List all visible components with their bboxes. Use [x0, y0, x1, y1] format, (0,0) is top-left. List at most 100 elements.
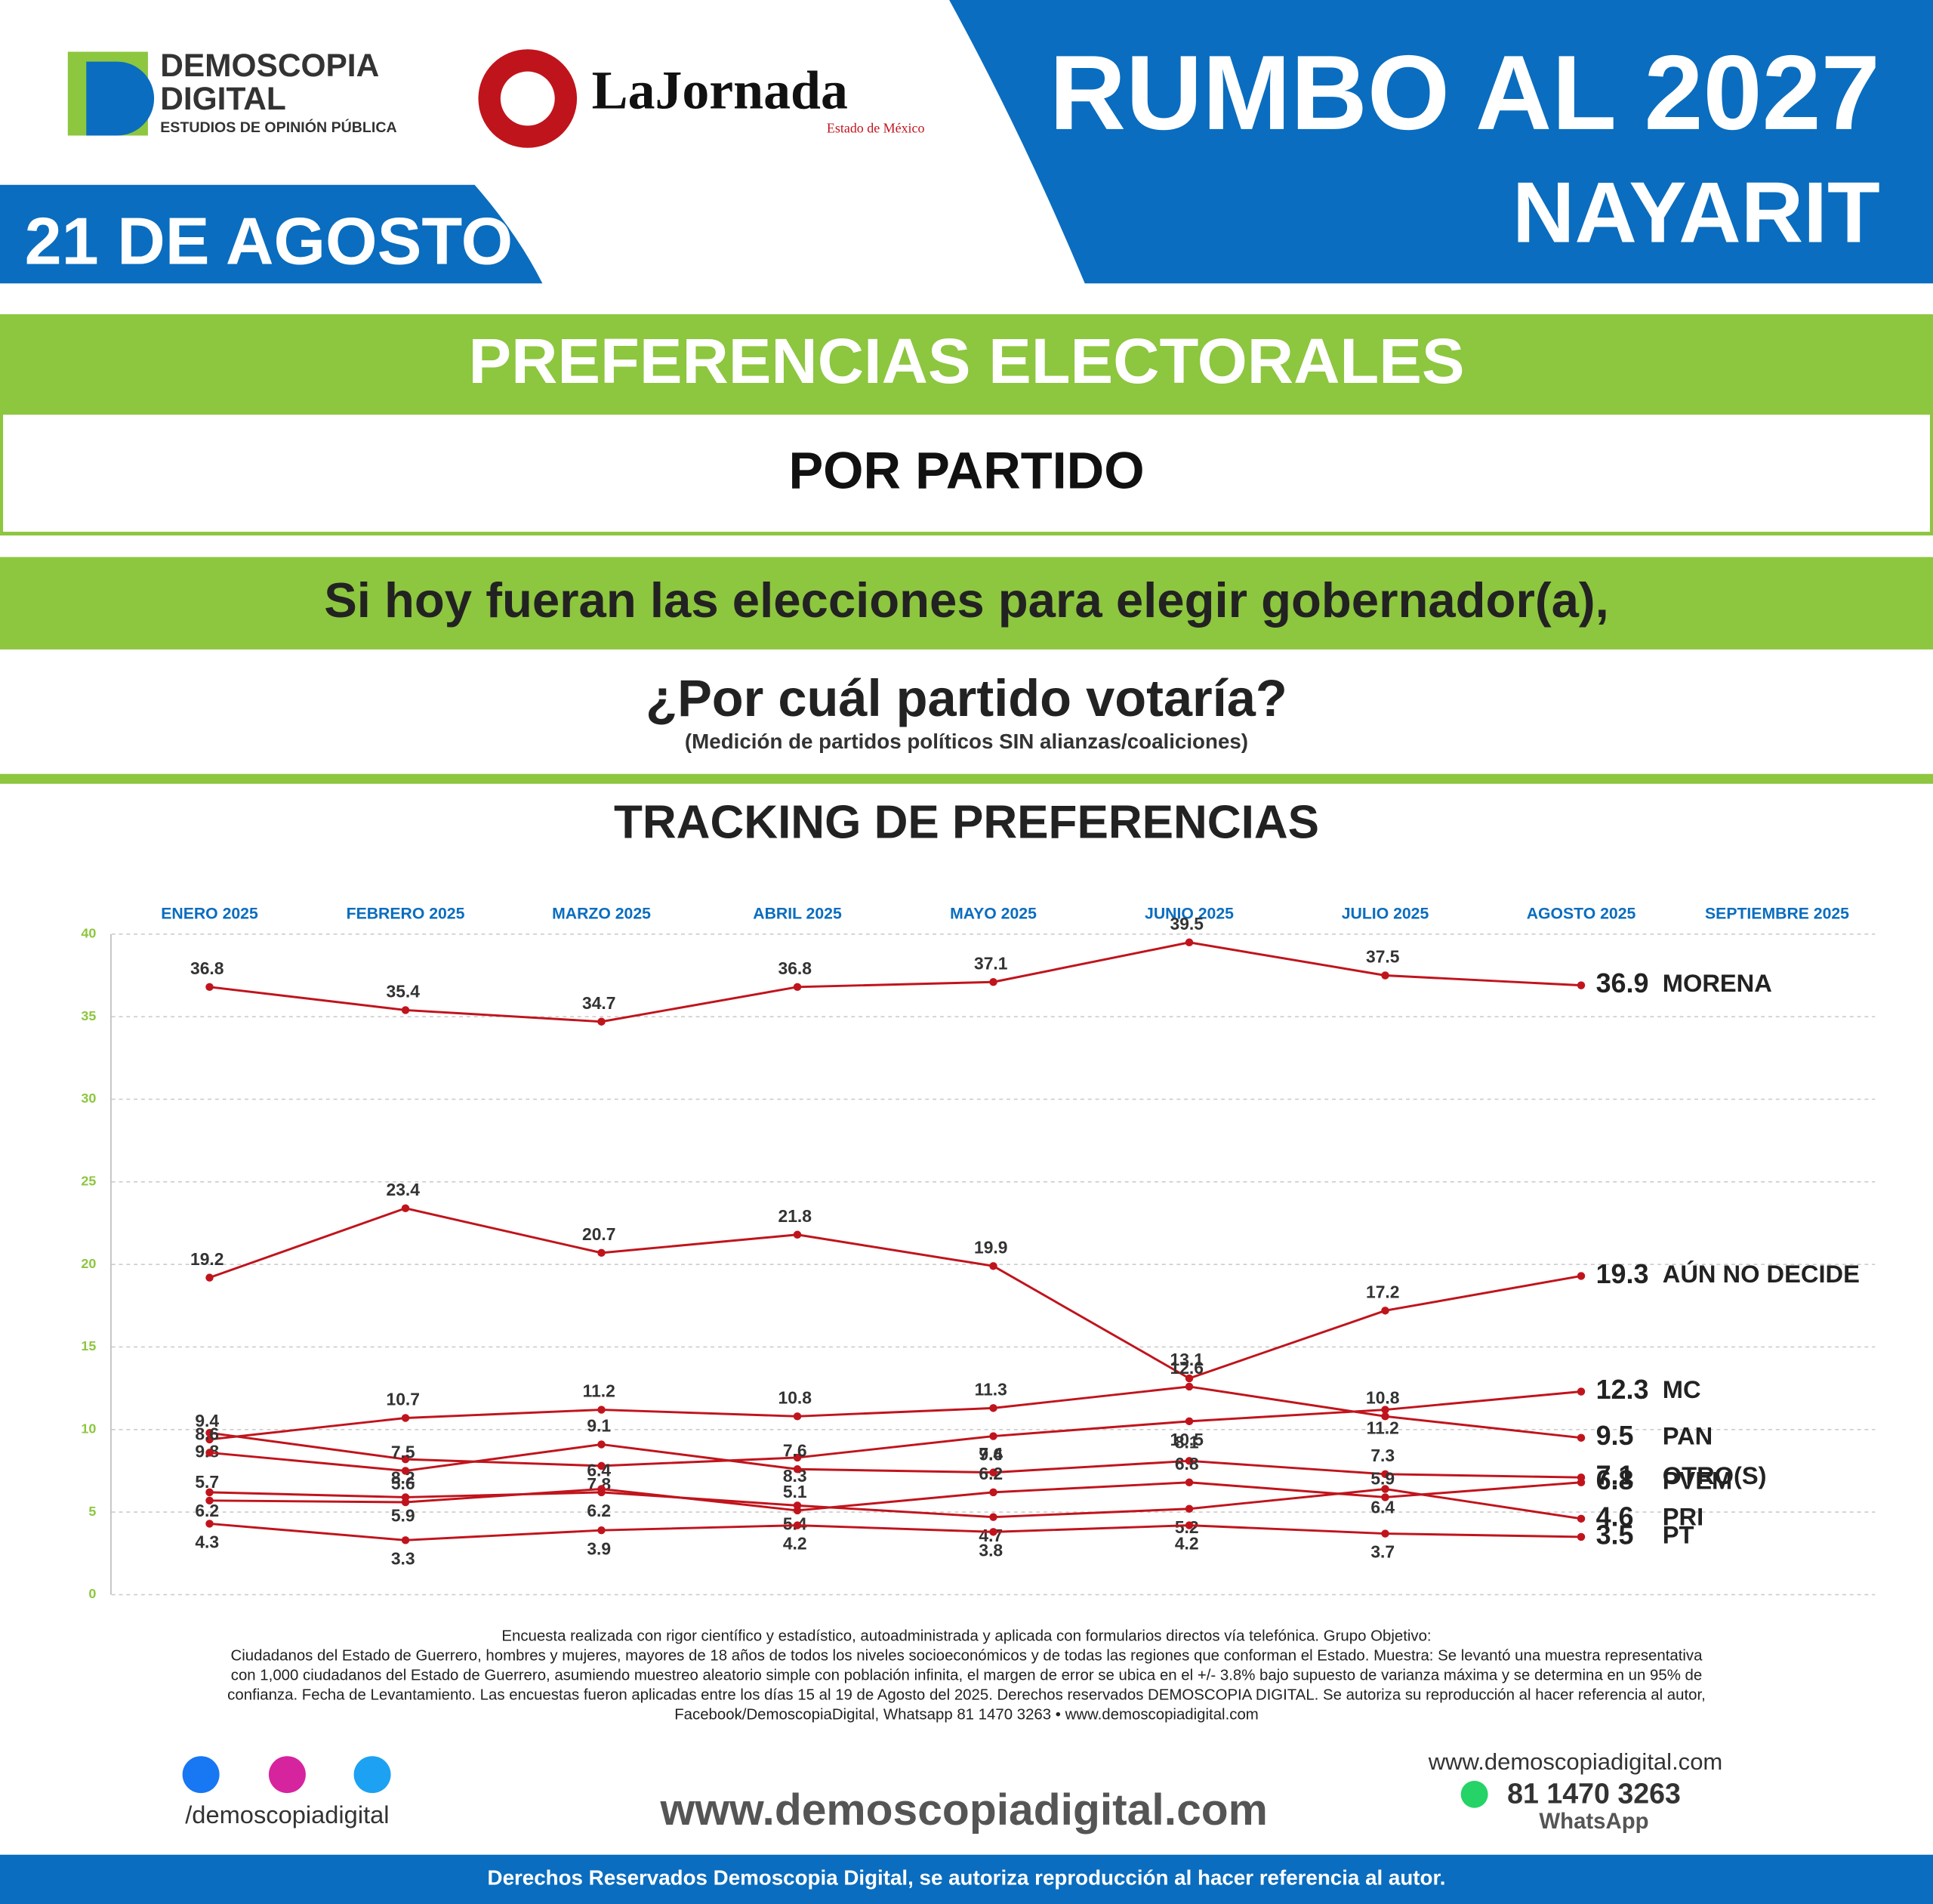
- headline: RUMBO AL 2027: [1050, 33, 1880, 152]
- value-label: 11.2: [1367, 1418, 1399, 1438]
- end-value-label: 4.6: [1596, 1501, 1634, 1532]
- value-label: 4.2: [783, 1534, 807, 1554]
- point: [793, 1453, 802, 1462]
- point: [597, 1526, 606, 1535]
- x-tick-label: MAYO 2025: [950, 905, 1037, 922]
- value-label: 8.6: [195, 1424, 219, 1444]
- y-tick-label: 0: [88, 1586, 96, 1601]
- value-label: 7.3: [1370, 1446, 1395, 1465]
- value-label: 6.4: [587, 1461, 611, 1480]
- point: [401, 1006, 410, 1014]
- value-label: 13.1: [1170, 1350, 1204, 1369]
- value-label: 6.8: [1175, 1454, 1199, 1474]
- site-small: www.demoscopiadigital.com: [1428, 1748, 1723, 1775]
- value-label: 3.8: [979, 1540, 1003, 1560]
- value-label: 8.1: [1175, 1433, 1199, 1452]
- value-label: 5.9: [391, 1506, 415, 1526]
- point: [793, 1465, 802, 1474]
- point: [1381, 1529, 1389, 1538]
- series-line: [209, 941, 1582, 1023]
- y-tick-label: 30: [81, 1091, 96, 1106]
- value-label: 7.4: [979, 1444, 1003, 1464]
- point: [1185, 1457, 1194, 1465]
- point: [1185, 1417, 1194, 1426]
- point: [205, 1488, 214, 1497]
- point: [1381, 1412, 1389, 1421]
- series-line: [209, 1385, 1582, 1441]
- value-label: 9.6: [979, 1445, 1003, 1464]
- point: [1185, 1521, 1194, 1529]
- point: [1381, 1470, 1389, 1479]
- y-tick-label: 5: [88, 1504, 96, 1519]
- divider: [0, 773, 1933, 784]
- point: [1185, 1478, 1194, 1486]
- point: [205, 1273, 214, 1282]
- value-label: 35.4: [387, 982, 421, 1001]
- point: [793, 1501, 802, 1510]
- method-note: Ciudadanos del Estado de Guerrero, hombr…: [231, 1647, 1703, 1664]
- point: [401, 1493, 410, 1501]
- point: [1381, 1485, 1389, 1493]
- legend-label: OTRO(S): [1663, 1461, 1767, 1489]
- legend-label: PT: [1663, 1521, 1694, 1549]
- brand: DEMOSCOPIA: [160, 48, 379, 83]
- facebook-icon: [182, 1756, 220, 1794]
- legend-label: MC: [1663, 1375, 1701, 1403]
- chart-title: TRACKING DE PREFERENCIAS: [614, 797, 1319, 849]
- point: [597, 1488, 606, 1497]
- value-label: 11.2: [583, 1381, 615, 1401]
- point: [793, 1521, 802, 1529]
- question: Si hoy fueran las elecciones para elegir…: [324, 572, 1609, 628]
- point: [401, 1204, 410, 1213]
- point: [597, 1461, 606, 1470]
- value-label: 21.8: [778, 1206, 812, 1226]
- value-label: 4.2: [1175, 1534, 1199, 1554]
- legend-label: AÚN NO DECIDE: [1663, 1260, 1860, 1288]
- point: [1577, 1387, 1586, 1396]
- series-line: [209, 1481, 1582, 1512]
- y-tick-label: 25: [81, 1174, 96, 1189]
- value-label: 20.7: [582, 1224, 615, 1244]
- legend-label: PAN: [1663, 1421, 1713, 1449]
- value-label: 17.2: [1366, 1282, 1399, 1302]
- point: [793, 1230, 802, 1239]
- title-band: [0, 314, 1933, 413]
- rights: Derechos Reservados Demoscopia Digital, …: [488, 1866, 1446, 1890]
- point: [793, 983, 802, 992]
- whatsapp-icon: [1460, 1780, 1488, 1808]
- value-label: 10.8: [778, 1387, 812, 1407]
- point: [989, 1488, 997, 1497]
- legend-label: PVEM: [1663, 1466, 1732, 1494]
- series-line: [209, 1488, 1582, 1520]
- point: [597, 1017, 606, 1026]
- subtitle-box: [0, 411, 1933, 535]
- point: [401, 1467, 410, 1475]
- x-tick-label: ABRIL 2025: [753, 905, 842, 922]
- end-value-label: 7.1: [1596, 1461, 1634, 1491]
- point: [205, 1435, 214, 1444]
- value-label: 11.3: [975, 1380, 1007, 1399]
- end-value-label: 12.3: [1596, 1375, 1649, 1405]
- value-label: 10.7: [387, 1390, 420, 1409]
- point: [205, 1496, 214, 1505]
- point: [1577, 1478, 1586, 1486]
- value-label: 3.9: [587, 1538, 611, 1558]
- value-label: 5.1: [783, 1482, 807, 1501]
- point: [1381, 1493, 1389, 1501]
- point: [597, 1440, 606, 1449]
- point: [1185, 1382, 1194, 1391]
- point: [1577, 1532, 1586, 1541]
- value-label: 5.7: [195, 1472, 219, 1492]
- x-tick-label: JUNIO 2025: [1145, 905, 1234, 922]
- site: www.demoscopiadigital.com: [660, 1785, 1268, 1835]
- plot: 0 5 10 15 20 25 30 35 40 ENERO 2025 FEBRERO 2025 MA…: [81, 905, 1876, 1601]
- banner-subtitle: POR PARTIDO: [788, 441, 1144, 499]
- method-note: con 1,000 ciudadanos del Estado de Guerr…: [231, 1668, 1702, 1684]
- y-tick-label: 10: [81, 1421, 96, 1436]
- y-tick-label: 20: [81, 1256, 96, 1271]
- value-label: 10.5: [1170, 1430, 1204, 1449]
- brand-sub: ESTUDIOS DE OPINIÓN PÚBLICA: [160, 118, 396, 136]
- paper-logo: [500, 71, 555, 126]
